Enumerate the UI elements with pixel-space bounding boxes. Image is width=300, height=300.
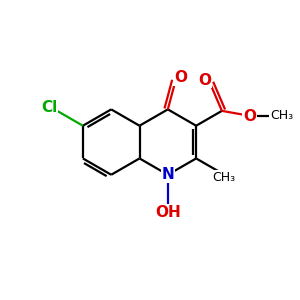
Text: N: N xyxy=(161,167,174,182)
Text: CH₃: CH₃ xyxy=(270,109,293,122)
Text: O: O xyxy=(174,70,187,85)
Text: OH: OH xyxy=(155,205,181,220)
Text: CH₃: CH₃ xyxy=(213,171,236,184)
Text: O: O xyxy=(243,109,256,124)
Text: Cl: Cl xyxy=(41,100,57,116)
Text: O: O xyxy=(199,73,212,88)
